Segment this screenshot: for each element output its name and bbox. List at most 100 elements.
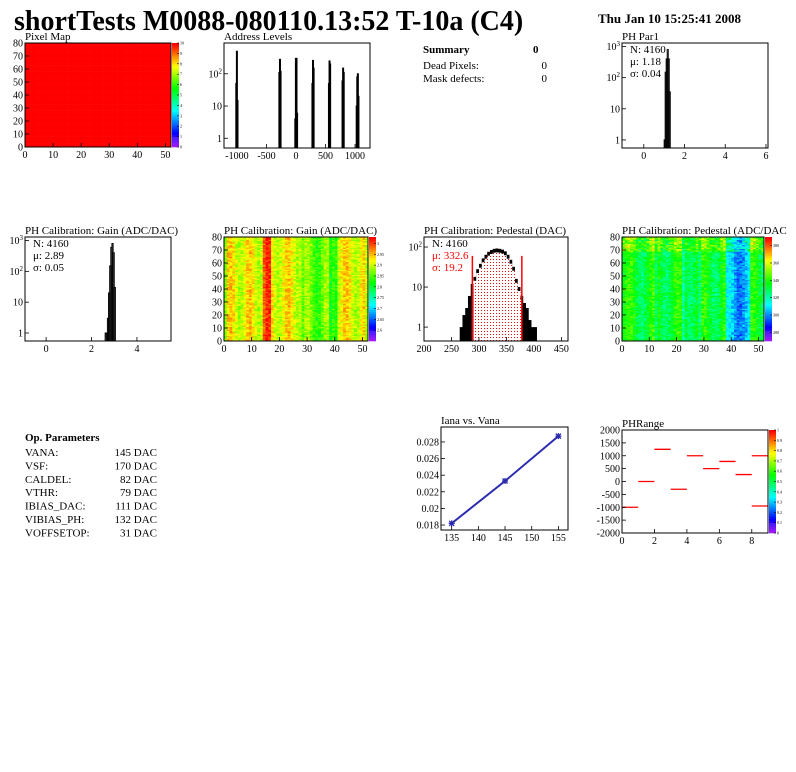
heatmap-cell (27, 58, 31, 61)
heatmap-cell (53, 56, 57, 58)
heatmap-cell (50, 57, 54, 59)
heatmap-cell (30, 88, 34, 91)
heatmap-cell (27, 100, 31, 102)
color-scale-step (172, 115, 179, 119)
heatmap-cell (39, 144, 43, 146)
heatmap-cell (33, 111, 37, 114)
y-tick-label: 10 (212, 102, 222, 113)
heatmap-cell (25, 48, 29, 50)
heatmap-cell (33, 109, 37, 111)
heatmap-cell (30, 115, 34, 118)
heatmap-cell (55, 124, 59, 127)
heatmap-cell (53, 111, 57, 114)
heatmap-cell (55, 132, 59, 135)
heatmap-cell (27, 98, 31, 101)
heatmap-cell (41, 56, 45, 58)
heatmap-cell (47, 131, 51, 133)
heatmap-cell (53, 140, 57, 143)
heatmap-cell (44, 114, 48, 117)
heatmap-cell (25, 95, 29, 97)
heatmap-cell (41, 105, 45, 107)
heatmap-cell (25, 54, 29, 57)
heatmap-cell (39, 122, 43, 124)
heatmap-cell (53, 65, 57, 67)
heatmap-cell (33, 72, 37, 75)
heatmap-cell (58, 102, 62, 105)
x-tick-label: 50 (160, 150, 170, 161)
heatmap-cell (50, 54, 54, 57)
heatmap-cell (36, 84, 40, 87)
heatmap-cell (53, 85, 57, 88)
heatmap-cell (55, 62, 59, 65)
heatmap-cell (58, 78, 62, 80)
heatmap-cell (39, 46, 43, 49)
heatmap-cell (30, 74, 34, 76)
heatmap-cell (44, 124, 48, 127)
heatmap-cell (55, 144, 59, 146)
heatmap-cell (41, 143, 45, 145)
heatmap-cell (33, 131, 37, 133)
gainhist-chart: PH Calibration: Gain (ADC/DAC)N: 4160μ: … (10, 225, 179, 355)
stats-entries: N: 4160 (33, 238, 69, 250)
heatmap-cell (27, 104, 31, 106)
heatmap-cell (50, 131, 54, 133)
heatmap-cell (58, 87, 62, 89)
y-tick-label: 10 (13, 298, 23, 309)
heatmap-cell (33, 127, 37, 130)
x-tick-label: 0 (44, 344, 49, 355)
heatmap-cell (25, 57, 29, 59)
heatmap-cell (30, 123, 34, 126)
heatmap-cell (55, 110, 59, 113)
heatmap-cell (41, 49, 45, 52)
heatmap-cell (25, 85, 29, 88)
heatmap-cell (39, 95, 43, 97)
heatmap-cell (25, 98, 29, 101)
color-scale-step (172, 95, 179, 98)
heatmap-cell (55, 50, 59, 53)
heatmap-cell (50, 100, 54, 102)
heatmap-cell (39, 132, 43, 135)
heatmap-cell (53, 70, 57, 72)
heatmap-cell (50, 110, 54, 113)
heatmap-cell (44, 97, 48, 100)
heatmap-cell (27, 122, 31, 124)
heatmap-cell (50, 105, 54, 107)
heatmap-cell (53, 122, 57, 124)
heatmap-cell (58, 141, 62, 144)
heatmap-cell (36, 66, 40, 68)
heatmap-cell (53, 97, 57, 100)
heatmap-cell (39, 124, 43, 127)
heatmap-cell (61, 137, 65, 140)
heatmap-cell (36, 44, 40, 46)
heatmap-cell (44, 137, 48, 140)
heatmap-cell (44, 131, 48, 133)
heatmap-cell (47, 83, 51, 85)
heatmap-cell (27, 117, 31, 119)
heatmap-cell (55, 57, 59, 59)
heatmap-cell (50, 63, 54, 66)
heatmap-cell (55, 123, 59, 126)
heatmap-cell (41, 44, 45, 46)
heatmap-cell (47, 70, 51, 72)
heatmap-cell (27, 139, 31, 141)
heatmap-cell (30, 58, 34, 61)
heatmap-cell (36, 139, 40, 141)
heatmap-cell (44, 130, 48, 132)
heatmap-cell (41, 110, 45, 113)
color-scale-step (172, 122, 179, 125)
heatmap-cell (27, 124, 31, 127)
heatmap-cell (25, 117, 29, 119)
heatmap-cell (25, 84, 29, 87)
heatmap-cell (33, 119, 37, 122)
heatmap-cell (36, 105, 40, 107)
heatmap-cell (36, 56, 40, 58)
heatmap-cell (53, 139, 57, 141)
heatmap-cell (39, 100, 43, 102)
heatmap-cell (58, 128, 62, 131)
heatmap-cell (41, 98, 45, 101)
heatmap-cell (41, 92, 45, 94)
heatmap-cell (30, 106, 34, 109)
heatmap-cell (53, 114, 57, 117)
